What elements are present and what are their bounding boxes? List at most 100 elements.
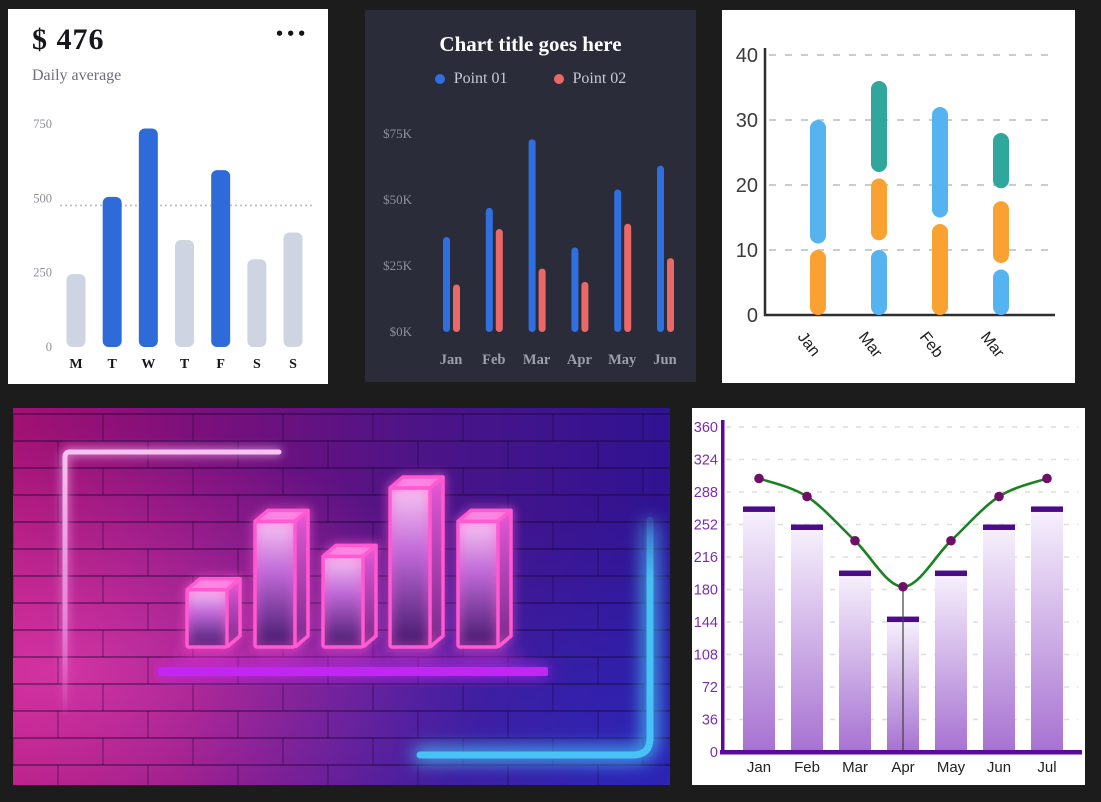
dual-series-chart-card: $0K $25K $50K $75K Jan Feb Mar Apr May Jun Chart …	[365, 10, 696, 382]
x-tick-label: Jun	[987, 759, 1011, 776]
neon-bars-graphic	[13, 408, 670, 785]
bar-point01-Jan	[443, 236, 450, 332]
bar-point02-May	[624, 223, 632, 332]
x-tick-label: Jan	[747, 759, 771, 776]
data-point-dot	[754, 473, 764, 484]
x-tick-label: T	[107, 357, 117, 372]
x-tick-label: May	[608, 352, 637, 368]
neon-3d-bar	[388, 475, 445, 649]
range-segment-blue	[810, 120, 826, 244]
bar-cap	[1031, 506, 1063, 512]
neon-baseline	[158, 667, 548, 676]
bar-Mar	[839, 576, 871, 750]
y-tick-label: 0	[710, 745, 718, 761]
bar-cap	[839, 570, 871, 577]
daily-bar-chart: 0 250 500 750 M T W T F S S	[33, 117, 314, 372]
range-segment-blue	[871, 250, 887, 315]
y-tick-label: 72	[702, 680, 718, 696]
y-tick-label: 40	[736, 45, 758, 67]
data-point-dot	[898, 581, 908, 592]
legend-item-point-02: Point 02	[553, 70, 627, 88]
floating-range-bar-chart: 0 10 20 30 40 Jan Mar Feb Mar	[736, 45, 1055, 362]
bar-cap	[935, 570, 967, 577]
y-tick-label: $0K	[390, 324, 413, 339]
x-tick-label: Jun	[653, 352, 676, 368]
x-tick-label: Mar	[855, 329, 886, 362]
bar-T	[175, 239, 195, 347]
chart-legend: Point 01 Point 02	[365, 70, 696, 88]
bar-point01-May	[614, 189, 622, 332]
x-tick-label: May	[937, 759, 966, 776]
ellipsis-icon: •••	[274, 25, 308, 43]
y-tick-label: 360	[694, 420, 718, 436]
y-tick-label: $25K	[383, 258, 413, 273]
x-tick-label: F	[216, 357, 225, 372]
x-tick-label: Feb	[794, 759, 820, 776]
bar-point01-Apr	[571, 247, 579, 332]
daily-total-value: $ 476	[32, 23, 105, 56]
bar-May	[935, 576, 967, 750]
neon-3d-bar	[185, 577, 242, 649]
bar-line-combo-chart: 0 36 72 108 144 180 216 252 288 324 360 Jan Feb Mar Ap…	[694, 420, 1082, 776]
y-tick-label: $50K	[383, 192, 413, 207]
bar-Jul	[1031, 511, 1063, 750]
range-segment-orange	[871, 178, 887, 241]
neon-3d-bar	[456, 508, 513, 649]
neon-3d-bar	[321, 543, 378, 649]
y-tick-label: 0	[46, 340, 52, 354]
x-tick-label: S	[253, 357, 261, 372]
range-bar-chart-card: 0 10 20 30 40 Jan Mar Feb Mar	[722, 10, 1075, 383]
y-tick-label: 250	[33, 266, 52, 280]
x-tick-label: Apr	[891, 759, 914, 776]
bar-point02-Jun	[667, 258, 674, 332]
bar-point01-Jun	[657, 165, 664, 332]
y-tick-label: 252	[694, 517, 718, 533]
y-tick-label: 36	[702, 712, 718, 728]
data-point-dot	[802, 491, 812, 502]
bar-point01-Feb	[485, 207, 493, 332]
bar-point02-Apr	[581, 281, 589, 332]
legend-dot-icon	[553, 74, 564, 84]
range-segment-orange	[932, 224, 948, 315]
bar-T	[102, 196, 122, 347]
bar-point02-Jan	[453, 284, 460, 332]
bar-F	[211, 170, 231, 347]
y-tick-label: 324	[694, 452, 718, 468]
x-tick-label: Mar	[977, 329, 1008, 362]
x-tick-label: M	[69, 357, 82, 372]
y-tick-label: 750	[33, 117, 52, 131]
y-tick-label: 10	[736, 240, 758, 262]
legend-dot-icon	[434, 74, 445, 84]
range-segment-orange	[993, 201, 1009, 263]
legend-label: Point 01	[453, 70, 508, 87]
bar-point01-Mar	[528, 139, 536, 332]
data-point-dot	[850, 535, 860, 546]
bar-cap	[983, 524, 1015, 530]
legend-item-point-01: Point 01	[434, 70, 508, 88]
range-segment-orange	[810, 250, 826, 315]
dual-series-bar-chart: $0K $25K $50K $75K Jan Feb Mar Apr May Jun	[383, 126, 677, 368]
x-tick-label: S	[289, 357, 297, 372]
bar-point02-Mar	[538, 268, 546, 332]
y-tick-label: 180	[694, 582, 718, 598]
bar-Jun	[983, 529, 1015, 750]
bar-W	[138, 128, 158, 347]
x-tick-label: Jan	[794, 329, 823, 360]
y-tick-label: 500	[33, 191, 52, 205]
x-tick-label: Mar	[523, 352, 551, 368]
more-options-button[interactable]: •••	[271, 23, 312, 45]
x-tick-label: Jul	[1037, 759, 1056, 776]
bar-Jan	[743, 511, 775, 750]
y-tick-label: 30	[736, 110, 758, 132]
data-point-dot	[994, 491, 1004, 502]
daily-subtitle: Daily average	[32, 67, 122, 84]
chart-title: Chart title goes here	[439, 32, 622, 56]
y-tick-label: 144	[694, 615, 718, 631]
data-point-dot	[1042, 473, 1052, 484]
legend-label: Point 02	[572, 70, 627, 87]
bar-S	[247, 259, 267, 347]
neon-3d-bar-chart-image	[13, 408, 670, 785]
x-tick-label: Feb	[916, 329, 946, 361]
y-tick-label: 216	[694, 550, 718, 566]
x-tick-label: Feb	[482, 352, 505, 368]
